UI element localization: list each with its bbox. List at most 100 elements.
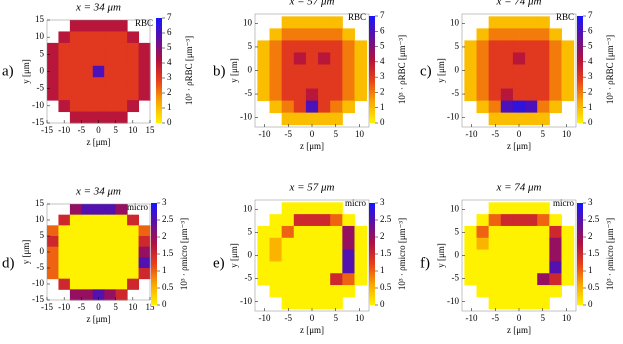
heat-cell xyxy=(127,246,140,258)
heat-cell xyxy=(115,65,128,78)
heat-cell xyxy=(92,42,105,55)
heat-cell xyxy=(318,237,331,251)
x-tick-label: 15 xyxy=(146,125,156,135)
heat-cell xyxy=(330,214,343,227)
heat-cell xyxy=(500,28,514,41)
heat-cell xyxy=(281,76,295,90)
y-tick-label: 0 xyxy=(455,65,460,75)
heat-cell xyxy=(549,273,562,286)
x-axis-label: z [μm] xyxy=(507,141,531,151)
heat-cell xyxy=(561,40,575,53)
heat-cell xyxy=(293,28,307,41)
heat-cell xyxy=(488,249,502,262)
y-tick-label: -10 xyxy=(447,296,459,306)
x-tick-label: -15 xyxy=(41,302,53,312)
heat-cell xyxy=(127,214,140,226)
heat-cell xyxy=(58,257,71,269)
heat-cell xyxy=(269,249,283,262)
heat-cell xyxy=(318,16,331,29)
heat-cell xyxy=(127,54,140,67)
heat-cell xyxy=(500,52,514,65)
colorbar-label: 10³ · ρmicro [μm⁻³] xyxy=(179,218,189,290)
colorbar-label: 10³ · ρmicro [μm⁻³] xyxy=(397,218,407,290)
heat-cell xyxy=(525,28,538,41)
heat-cell xyxy=(81,77,94,90)
heat-cell xyxy=(354,88,368,102)
heat-cell xyxy=(115,246,128,258)
heat-cell xyxy=(500,296,514,310)
heat-cell xyxy=(476,214,490,227)
x-tick-label: 10 xyxy=(562,129,572,139)
panel-label: d) xyxy=(2,255,15,271)
heat-cell xyxy=(293,64,307,78)
heat-cell xyxy=(81,204,94,216)
heat-cell xyxy=(115,204,128,216)
heat-cell xyxy=(104,225,117,237)
colorbar-tick-label: 0.5 xyxy=(380,282,392,292)
heat-cell xyxy=(127,77,140,90)
heat-cell xyxy=(58,100,71,113)
heat-cell xyxy=(537,76,550,90)
y-tick-label: 5 xyxy=(40,48,45,58)
heat-cell xyxy=(525,237,538,251)
heat-cell xyxy=(318,249,331,262)
heat-cell xyxy=(69,54,82,67)
colorbar-tick-label: 0.5 xyxy=(588,282,600,292)
heat-cell xyxy=(81,246,94,258)
y-tick-label: -15 xyxy=(32,117,44,127)
heat-cell xyxy=(293,237,307,251)
colorbar xyxy=(156,18,162,123)
y-axis-label: y [μm] xyxy=(436,243,446,268)
heat-cell xyxy=(104,111,117,124)
x-tick-label: 5 xyxy=(541,313,546,323)
heat-cell xyxy=(318,202,331,215)
heat-cell xyxy=(318,112,331,126)
heat-cell xyxy=(293,261,307,274)
heat-cell xyxy=(354,64,368,78)
heat-cell xyxy=(512,52,526,65)
heat-cell xyxy=(464,76,478,90)
heat-cell xyxy=(537,100,550,114)
title: x = 57 μm xyxy=(288,182,334,194)
heat-cell xyxy=(512,100,526,114)
x-tick-label: 0 xyxy=(310,129,315,139)
heat-cell xyxy=(488,52,502,65)
heat-cell xyxy=(318,40,331,53)
heat-cell xyxy=(549,40,562,53)
y-axis-label: y [μm] xyxy=(229,243,239,268)
heat-cell xyxy=(512,88,526,102)
heat-cell xyxy=(115,88,128,101)
heat-cell xyxy=(92,268,105,280)
heat-cell xyxy=(104,268,117,280)
colorbar-tick-label: 3 xyxy=(167,72,172,82)
y-tick-label: -5 xyxy=(245,88,253,98)
heat-cell xyxy=(512,202,526,215)
heat-cell xyxy=(354,237,368,251)
colorbar-label: 10³ · ρRBC [μm⁻³] xyxy=(605,35,615,104)
heat-cell xyxy=(500,100,514,114)
heat-cell xyxy=(342,88,355,102)
heat-cell xyxy=(269,40,283,53)
heat-cell xyxy=(104,54,117,67)
heat-cell xyxy=(92,54,105,67)
heat-cell xyxy=(512,296,526,310)
heat-cell xyxy=(293,100,307,114)
heat-cell xyxy=(305,16,319,29)
heat-cell xyxy=(561,237,575,251)
heat-cell xyxy=(488,76,502,90)
heat-cell xyxy=(293,225,307,239)
heat-cell xyxy=(500,285,514,298)
heat-cell xyxy=(318,225,331,239)
heat-cell xyxy=(318,100,331,114)
dataset-tag: RBC xyxy=(348,12,366,22)
heat-cell xyxy=(138,236,151,248)
heat-cell xyxy=(464,249,478,262)
heat-cell xyxy=(257,64,271,78)
heat-cell xyxy=(305,28,319,41)
heat-cell xyxy=(512,214,526,227)
heat-cell xyxy=(138,257,151,269)
heat-cell xyxy=(138,42,151,55)
colorbar-tick-label: 3 xyxy=(380,71,385,81)
heat-cell xyxy=(92,31,105,44)
